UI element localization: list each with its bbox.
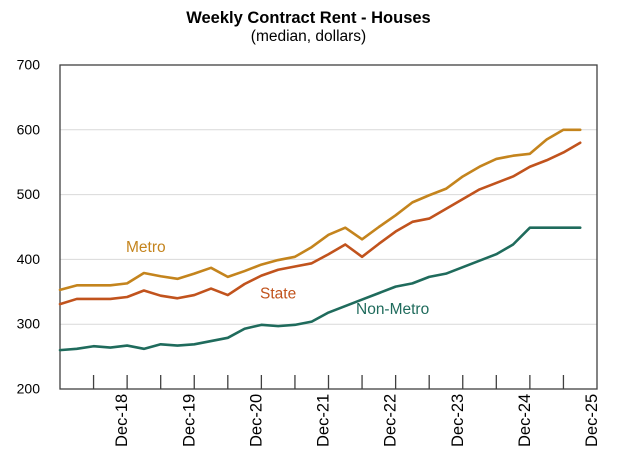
svg-text:Dec-24: Dec-24 (516, 394, 534, 447)
svg-text:Dec-25: Dec-25 (583, 394, 601, 447)
svg-text:Dec-23: Dec-23 (449, 394, 467, 447)
svg-text:Dec-18: Dec-18 (113, 394, 131, 447)
svg-text:500: 500 (17, 186, 41, 202)
svg-text:Dec-21: Dec-21 (315, 394, 333, 447)
svg-text:State: State (260, 286, 296, 303)
svg-text:300: 300 (17, 316, 41, 332)
svg-text:600: 600 (17, 121, 41, 137)
svg-text:400: 400 (17, 251, 41, 267)
svg-text:Dec-20: Dec-20 (247, 394, 265, 447)
svg-text:700: 700 (17, 57, 41, 73)
svg-text:200: 200 (17, 381, 41, 397)
svg-text:Dec-22: Dec-22 (382, 394, 400, 447)
svg-text:Metro: Metro (126, 239, 166, 256)
svg-text:Non-Metro: Non-Metro (356, 301, 429, 318)
svg-text:Dec-19: Dec-19 (180, 394, 198, 447)
